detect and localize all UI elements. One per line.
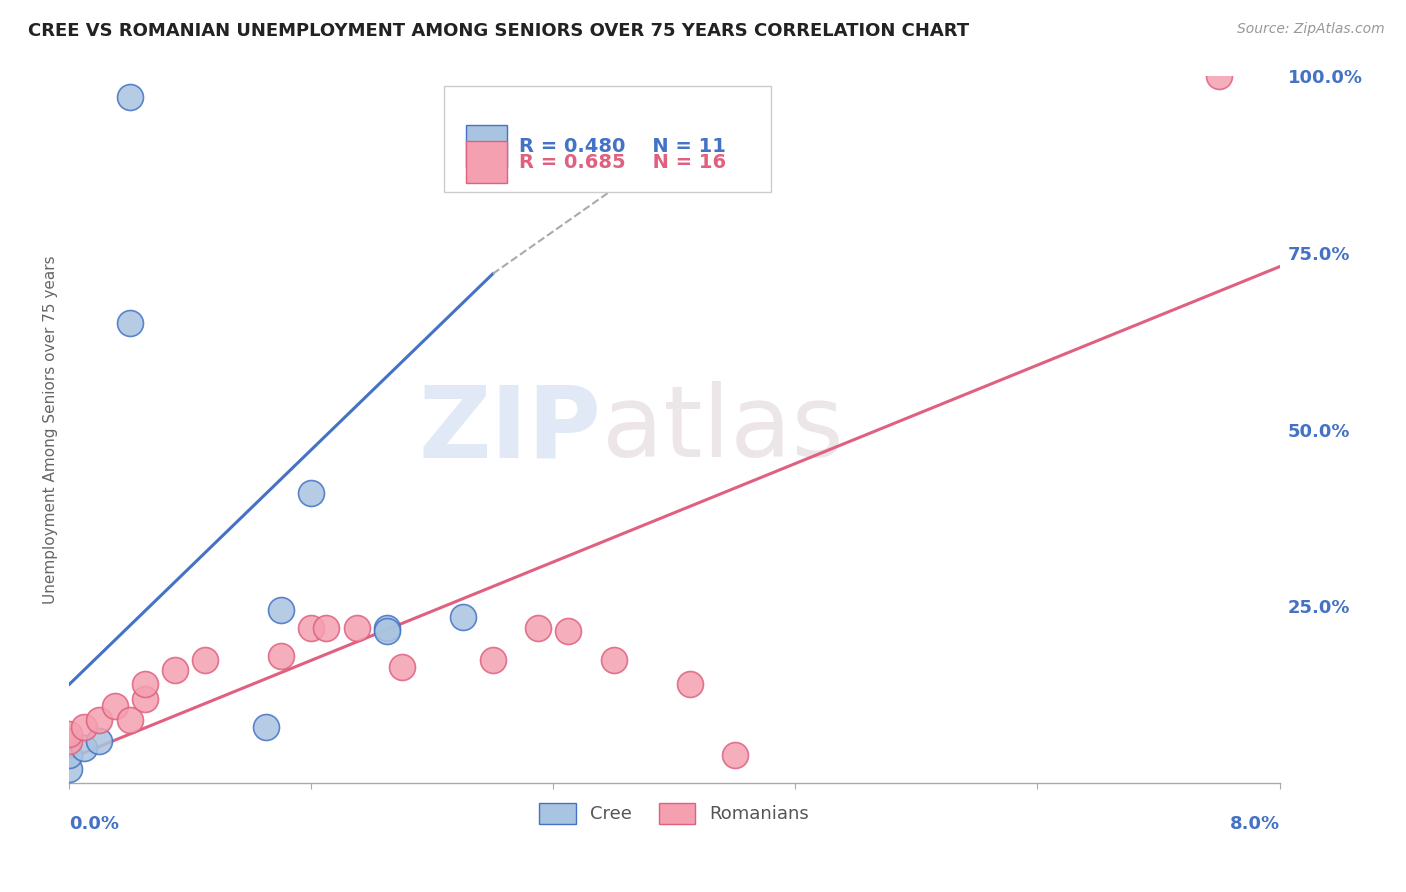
Point bbox=[724, 748, 747, 763]
Legend: Cree, Romanians: Cree, Romanians bbox=[533, 796, 817, 831]
Point bbox=[58, 734, 80, 748]
Point bbox=[194, 652, 217, 666]
Point bbox=[346, 621, 368, 635]
Point bbox=[118, 713, 141, 727]
Text: 8.0%: 8.0% bbox=[1229, 815, 1279, 833]
Point bbox=[678, 677, 700, 691]
Point bbox=[118, 316, 141, 330]
Point bbox=[58, 727, 80, 741]
Point bbox=[58, 748, 80, 763]
Point bbox=[104, 698, 127, 713]
Point bbox=[299, 486, 322, 500]
Point bbox=[270, 603, 292, 617]
Text: CREE VS ROMANIAN UNEMPLOYMENT AMONG SENIORS OVER 75 YEARS CORRELATION CHART: CREE VS ROMANIAN UNEMPLOYMENT AMONG SENI… bbox=[28, 22, 969, 40]
Text: R = 0.685    N = 16: R = 0.685 N = 16 bbox=[519, 153, 727, 172]
Point bbox=[89, 734, 111, 748]
Point bbox=[134, 691, 156, 706]
Point bbox=[118, 89, 141, 103]
Point bbox=[557, 624, 579, 639]
Point bbox=[134, 677, 156, 691]
Point bbox=[375, 621, 398, 635]
Text: ZIP: ZIP bbox=[419, 381, 602, 478]
Point bbox=[254, 720, 277, 734]
FancyBboxPatch shape bbox=[467, 126, 508, 167]
FancyBboxPatch shape bbox=[467, 141, 508, 183]
Point bbox=[482, 652, 505, 666]
Point bbox=[375, 624, 398, 639]
Point bbox=[451, 610, 474, 624]
Point bbox=[58, 762, 80, 776]
Point bbox=[391, 659, 413, 673]
Point bbox=[89, 713, 111, 727]
Point bbox=[165, 663, 187, 677]
FancyBboxPatch shape bbox=[444, 87, 772, 193]
Point bbox=[603, 652, 626, 666]
Point bbox=[315, 621, 337, 635]
Text: atlas: atlas bbox=[602, 381, 844, 478]
Text: Source: ZipAtlas.com: Source: ZipAtlas.com bbox=[1237, 22, 1385, 37]
Text: R = 0.480    N = 11: R = 0.480 N = 11 bbox=[519, 136, 727, 156]
Point bbox=[73, 720, 96, 734]
Point bbox=[1208, 69, 1230, 83]
Point bbox=[299, 621, 322, 635]
Text: 0.0%: 0.0% bbox=[69, 815, 120, 833]
Point bbox=[527, 621, 550, 635]
Point bbox=[270, 648, 292, 663]
Point bbox=[73, 741, 96, 756]
Y-axis label: Unemployment Among Seniors over 75 years: Unemployment Among Seniors over 75 years bbox=[44, 255, 58, 604]
